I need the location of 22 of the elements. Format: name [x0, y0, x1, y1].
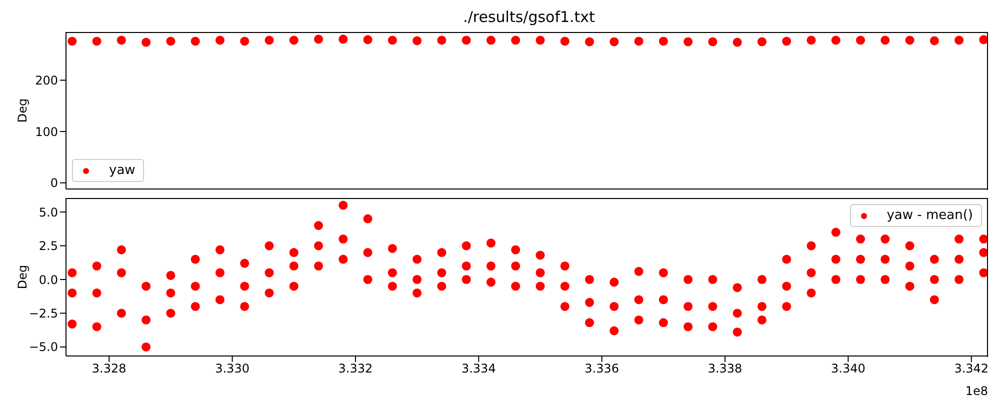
x-tick-label: 3.342	[954, 362, 989, 376]
x-tick-label: 3.338	[708, 362, 742, 376]
legend-label: yaw - mean()	[886, 208, 973, 223]
y-tick-label: 0.0	[38, 272, 58, 287]
y-axis-title: Deg	[15, 264, 30, 290]
y-tick-label: 5.0	[38, 205, 58, 220]
y-tick-label: 0	[50, 176, 58, 190]
x-tick-label: 3.330	[215, 362, 250, 376]
x-tick-label: 3.336	[584, 362, 620, 376]
legend-label: yaw	[109, 163, 136, 178]
y-tick-label: −5.0	[28, 340, 58, 354]
y-axis-title: Deg	[15, 98, 30, 123]
x-tick-label: 3.334	[461, 362, 496, 376]
chart-title: ./results/gsof1.txt	[462, 8, 596, 28]
x-tick-label: 3.340	[831, 362, 866, 376]
y-tick-label: 100	[35, 124, 58, 139]
y-tick-label: −2.5	[28, 306, 58, 320]
x-tick-label: 3.328	[92, 362, 126, 376]
y-tick-label: 2.5	[38, 239, 58, 254]
text: 1e8	[965, 384, 988, 398]
x-tick-label: 3.332	[338, 362, 373, 376]
y-tick-label: 200	[35, 73, 58, 88]
